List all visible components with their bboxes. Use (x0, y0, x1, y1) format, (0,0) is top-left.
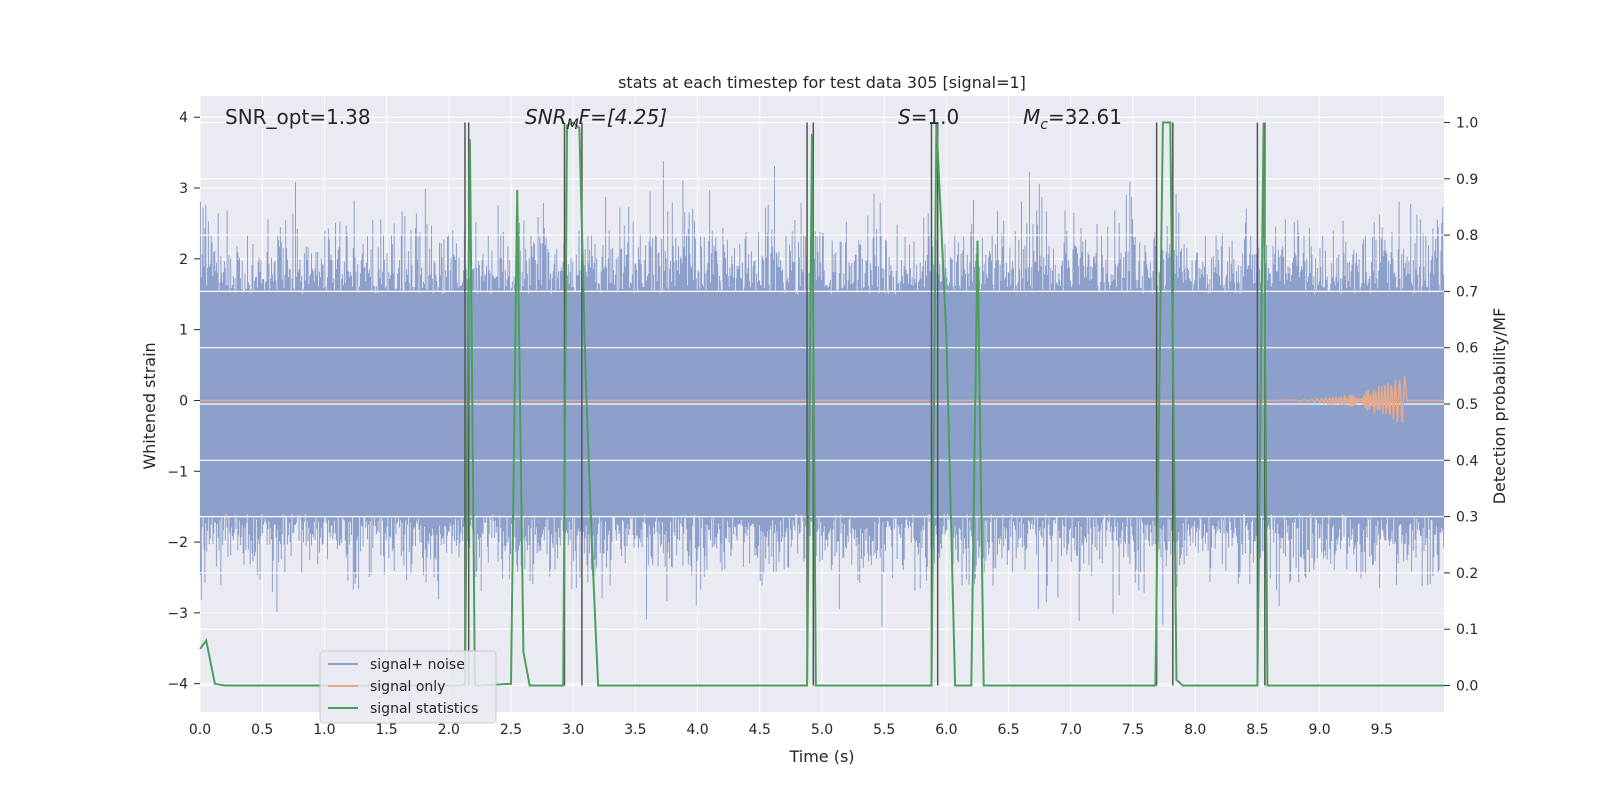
y-right-tick-label: 0.5 (1456, 397, 1478, 413)
x-tick-label: 0.5 (251, 722, 273, 738)
y-right-tick-label: 0.0 (1456, 679, 1478, 695)
legend: signal+ noise signal only signal statist… (319, 650, 497, 724)
annotation-snr-mf-rest: F=[4.25] (579, 105, 667, 129)
series-signal-only (200, 375, 1444, 423)
annotation-mc-sub: c (1040, 117, 1048, 133)
y-right-tick-label: 0.8 (1456, 228, 1478, 244)
y-tick-label: 4 (179, 110, 188, 126)
x-axis-ticks: 0.0 0.5 1.0 1.5 2.0 2.5 3.0 3.5 4.0 4.5 5.0 5.5 6.0 6… (189, 722, 1393, 738)
x-tick-label: 5.0 (811, 722, 833, 738)
x-tick-label: 3.5 (624, 722, 646, 738)
legend-label-signal-only: signal only (370, 679, 445, 695)
annotation-snr-mf-main: SNR (525, 105, 567, 129)
y-tick-label: 2 (179, 252, 188, 268)
x-tick-label: 2.5 (500, 722, 522, 738)
chart-title: stats at each timestep for test data 305… (618, 73, 1026, 92)
y-right-axis-ticks: 0.0 0.1 0.2 0.3 0.4 0.5 0.6 0.7 0.8 0.9 1.0 (1444, 115, 1478, 695)
x-tick-label: 8.5 (1246, 722, 1268, 738)
y-right-tick-label: 0.4 (1456, 453, 1478, 469)
x-tick-label: 5.5 (873, 722, 895, 738)
y-tick-label: −3 (167, 606, 188, 622)
x-tick-label: 4.0 (686, 722, 708, 738)
series-signal-statistics (199, 121, 1444, 687)
x-tick-label: 1.5 (375, 722, 397, 738)
x-tick-label: 8.0 (1184, 722, 1206, 738)
annotation-snr-mf-sub: M (567, 117, 579, 133)
x-tick-label: 9.5 (1371, 722, 1393, 738)
annotation-snr-opt: SNR_opt=1.38 (225, 105, 371, 129)
y-right-tick-label: 0.9 (1456, 172, 1478, 188)
y-tick-label: 3 (179, 181, 188, 197)
annotation-s-main: S (898, 105, 911, 129)
x-tick-label: 2.0 (438, 722, 460, 738)
annotation-snr-mf: SNRMF=[4.25] (525, 105, 667, 133)
y-right-tick-label: 0.3 (1456, 510, 1478, 526)
legend-box (319, 650, 497, 724)
y-right-tick-label: 0.1 (1456, 622, 1478, 638)
x-tick-label: 9.0 (1308, 722, 1330, 738)
annotation-mc: Mc=32.61 (1023, 105, 1122, 133)
x-tick-label: 3.0 (562, 722, 584, 738)
y-tick-label: 1 (179, 323, 188, 339)
y-tick-label: 0 (179, 393, 188, 409)
x-tick-label: 1.0 (313, 722, 335, 738)
x-tick-label: 6.0 (935, 722, 957, 738)
annotation-mc-rest: =32.61 (1048, 105, 1122, 129)
y-axis-ticks: −4 −3 −2 −1 0 1 2 3 4 (167, 110, 200, 693)
x-tick-label: 6.5 (997, 722, 1019, 738)
y-right-tick-label: 0.6 (1456, 341, 1478, 357)
y-right-tick-label: 0.2 (1456, 566, 1478, 582)
x-tick-label: 7.5 (1122, 722, 1144, 738)
x-tick-label: 4.5 (749, 722, 771, 738)
y-right-tick-label: 0.7 (1456, 284, 1478, 300)
y-right-tick-label: 1.0 (1456, 115, 1478, 131)
legend-label-signal-statistics: signal statistics (370, 701, 478, 717)
annotation-s-rest: =1.0 (911, 105, 960, 129)
annotation-s: S=1.0 (898, 105, 959, 129)
x-axis-label: Time (s) (788, 747, 854, 766)
y-right-axis-label: Detection probability/MF (1490, 308, 1509, 505)
signal-statistics-line (199, 121, 1444, 687)
annotation-mc-main: M (1023, 105, 1040, 129)
x-tick-label: 7.0 (1060, 722, 1082, 738)
x-tick-label: 0.0 (189, 722, 211, 738)
legend-label-signal-noise: signal+ noise (370, 657, 465, 673)
y-tick-label: −4 (167, 677, 188, 693)
y-tick-label: −1 (167, 464, 188, 480)
signal-only-line (200, 375, 1444, 423)
y-tick-label: −2 (167, 535, 188, 551)
y-axis-label: Whitened strain (140, 342, 159, 469)
